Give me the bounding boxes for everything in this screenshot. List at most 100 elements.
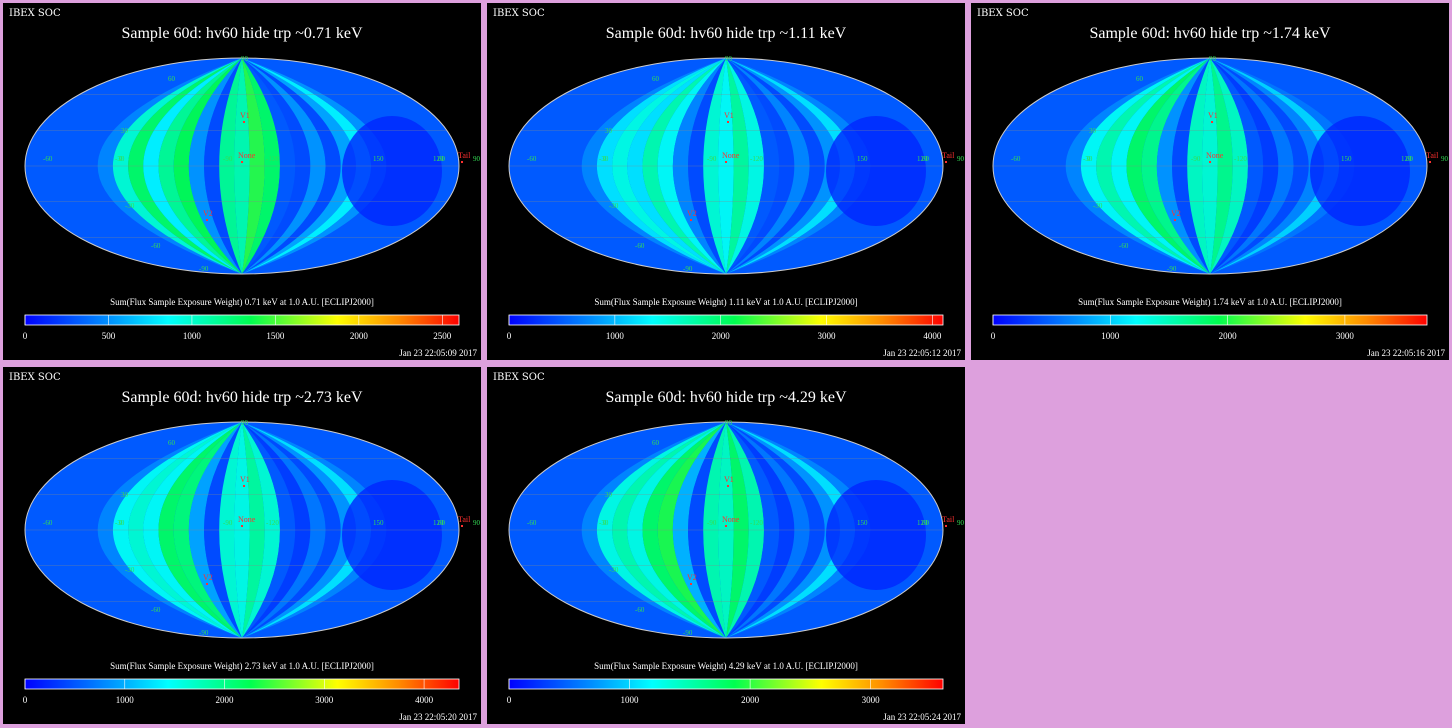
latitude-label: 30 — [605, 127, 613, 135]
longitude-label: 0 — [603, 155, 607, 163]
timestamp: Jan 23 22:05:12 2017 — [883, 348, 961, 358]
corner-label: IBEX SOC — [9, 372, 61, 383]
map-band — [657, 58, 726, 274]
low-flux-region — [826, 480, 926, 590]
low-flux-region — [826, 116, 926, 226]
colorbar: 0 1000 2000 3000 — [507, 678, 944, 705]
longitude-label: 90 — [1441, 155, 1449, 163]
marker-dot — [690, 583, 692, 585]
timestamp: Jan 23 22:05:24 2017 — [883, 712, 961, 722]
map-panel: IBEX SOC Sample 60d: hv60 hide trp ~0.71… — [3, 3, 481, 360]
map-band — [143, 422, 242, 638]
low-flux-region — [342, 116, 442, 226]
map-band — [688, 58, 726, 274]
map-band — [1080, 58, 1210, 274]
latitude-label: -30 — [609, 566, 619, 574]
graticule — [25, 458, 459, 602]
timestamp: Jan 23 22:05:16 2017 — [1367, 348, 1445, 358]
corner-label: IBEX SOC — [493, 8, 545, 19]
mollweide-sky-map: -60 -300 -90 -120 150 120 906030-30-6060-9090V… — [508, 55, 965, 275]
map-band — [173, 422, 242, 638]
longitude-label: -90 — [707, 155, 717, 163]
marker-dot — [243, 121, 245, 123]
colorbar-gradient — [508, 678, 944, 690]
latitude-label: -60 — [151, 606, 161, 614]
longitude-label: -120 — [266, 155, 279, 163]
latitude-label: 90 — [725, 55, 733, 63]
latitude-label: 60 — [168, 439, 176, 447]
longitude-label: 60 — [922, 519, 930, 527]
map-band — [188, 422, 242, 638]
marker-label-v2: V2 — [203, 573, 213, 582]
colorbar-tick-label: 500 — [102, 331, 116, 341]
panel-title: Sample 60d: hv60 hide trp ~1.11 keV — [605, 25, 847, 42]
longitude-label: 120 — [917, 155, 928, 163]
marker-dot — [461, 525, 463, 527]
latitude-label: 60 — [652, 439, 660, 447]
longitude-label: -90 — [1191, 155, 1201, 163]
latitude-label: -90 — [1167, 265, 1177, 273]
map-band — [612, 422, 726, 638]
mollweide-sky-map: -60 -300 -90 -120 150 120 906030-30-6060-9090V… — [24, 55, 481, 275]
colorbar: 0 1000 2000 3000 — [991, 314, 1428, 341]
latitude-label: -30 — [1093, 202, 1103, 210]
latitude-label: 30 — [1089, 127, 1097, 135]
colorbar-tick-label: 4000 — [415, 695, 434, 705]
colorbar-tick-label: 0 — [507, 695, 512, 705]
longitude-label: 150 — [1341, 155, 1352, 163]
longitude-label: -120 — [1234, 155, 1247, 163]
longitude-label: 150 — [373, 519, 384, 527]
mollweide-sky-map: -60 -300 -90 -120 150 120 906030-30-6060-9090V… — [508, 419, 965, 639]
map-band — [726, 58, 871, 274]
map-band — [204, 58, 242, 274]
longitude-label: -30 — [599, 519, 609, 527]
colorbar-tick-label: 2000 — [1219, 331, 1238, 341]
longitude-label: 0 — [119, 519, 123, 527]
latitude-label: 90 — [241, 55, 249, 63]
marker-label-v2: V2 — [203, 209, 213, 218]
longitude-label: -120 — [266, 519, 279, 527]
graticule — [509, 458, 943, 602]
marker-dot — [243, 485, 245, 487]
latitude-label: -90 — [683, 629, 693, 637]
longitude-label: 120 — [917, 519, 928, 527]
colorbar-gradient — [24, 678, 460, 690]
marker-dot — [727, 485, 729, 487]
map-outline — [24, 57, 460, 275]
colorbar-tick-label: 2000 — [216, 695, 235, 705]
colorbar: 0 1000 2000 3000 4000 — [507, 314, 944, 341]
latitude-label: 60 — [1136, 75, 1144, 83]
longitude-label: 90 — [957, 155, 965, 163]
graticule — [509, 94, 943, 238]
map-band — [1126, 58, 1210, 274]
colorbar-tick-label: 1000 — [116, 695, 135, 705]
map-band — [612, 58, 726, 274]
latitude-label: 30 — [605, 491, 613, 499]
map-band — [672, 422, 726, 638]
colorbar-tick-label: 3000 — [818, 331, 837, 341]
longitude-label: -90 — [223, 519, 233, 527]
marker-dot — [206, 219, 208, 221]
latitude-label: -90 — [683, 265, 693, 273]
marker-label-v1: V1 — [240, 475, 250, 484]
marker-dot — [241, 161, 243, 163]
colorbar-gradient — [508, 314, 944, 326]
panel-title: Sample 60d: hv60 hide trp ~0.71 keV — [121, 25, 363, 42]
map-band — [642, 58, 726, 274]
marker-label-v1: V1 — [240, 111, 250, 120]
colorbar-tick-label: 1000 — [606, 331, 625, 341]
latitude-label: -30 — [125, 202, 135, 210]
latitude-label: -30 — [609, 202, 619, 210]
marker-label-v2: V2 — [687, 209, 697, 218]
colorbar-tick-label: 2000 — [741, 695, 760, 705]
colorbar-tick-label: 0 — [507, 331, 512, 341]
map-band — [726, 422, 871, 638]
map-panel: IBEX SOC Sample 60d: hv60 hide trp ~4.29… — [487, 367, 965, 724]
map-band — [627, 422, 726, 638]
marker-label-none: None — [238, 515, 256, 524]
map-band — [97, 422, 242, 638]
map-outline — [508, 421, 944, 639]
marker-dot — [1174, 219, 1176, 221]
colorbar-label: Sum(Flux Sample Exposure Weight) 1.74 ke… — [1078, 297, 1342, 307]
colorbar: 0 1000 2000 3000 4000 — [23, 678, 460, 705]
